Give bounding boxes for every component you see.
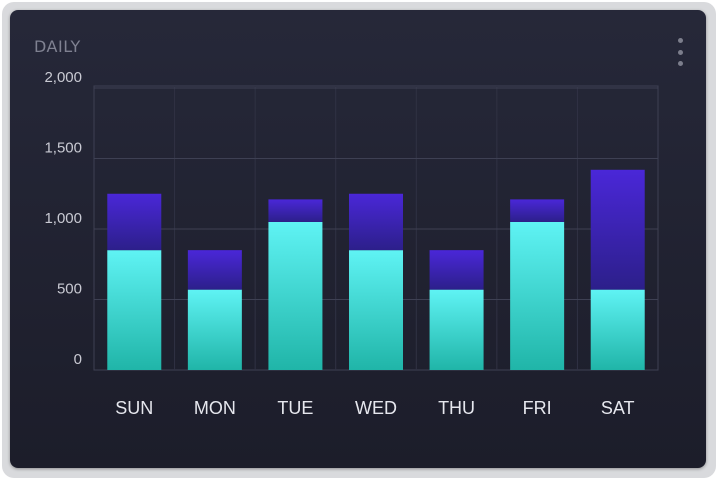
bar-top-sun <box>107 193 162 251</box>
y-tick-label: 0 <box>74 351 82 368</box>
x-tick-label-mon: MON <box>194 398 236 418</box>
bar-bottom-sat <box>590 289 645 370</box>
bar-bottom-fri <box>510 221 565 370</box>
daily-chart-card: DAILY 0 500 1,000 1,500 2,000 SUN MON TUE WED TH… <box>10 10 706 468</box>
x-axis-labels: SUN MON TUE WED THU FRI SAT <box>115 398 634 418</box>
x-tick-label-sat: SAT <box>601 398 635 418</box>
x-tick-label-fri: FRI <box>523 398 552 418</box>
x-tick-label-sun: SUN <box>115 398 153 418</box>
x-tick-label-tue: TUE <box>277 398 313 418</box>
bar-bottom-wed <box>349 250 403 370</box>
bar-bottom-mon <box>187 289 242 370</box>
y-axis-labels: 0 500 1,000 1,500 2,000 <box>44 69 82 368</box>
bar-bottom-thu <box>429 289 484 370</box>
bar-top-thu <box>429 250 484 290</box>
menu-dot <box>677 49 683 55</box>
card-title: DAILY <box>34 37 81 56</box>
bar-top-fri <box>510 199 565 222</box>
menu-dot <box>677 38 683 43</box>
bar-top-wed <box>349 193 403 251</box>
y-tick-label: 1,000 <box>44 210 82 227</box>
chart-bars <box>107 169 645 370</box>
bar-bottom-tue <box>268 221 323 370</box>
bar-bottom-sun <box>107 250 162 370</box>
more-vertical-icon[interactable] <box>674 38 686 66</box>
bar-top-tue <box>268 199 323 222</box>
x-tick-label-thu: THU <box>438 398 475 418</box>
bar-top-sat <box>590 169 645 290</box>
bar-top-mon <box>187 250 242 290</box>
y-tick-label: 2,000 <box>44 69 82 86</box>
x-tick-label-wed: WED <box>355 398 397 418</box>
stacked-bar-chart: 0 500 1,000 1,500 2,000 SUN MON TUE WED THU FRI SA… <box>44 69 659 418</box>
y-tick-label: 500 <box>57 281 82 298</box>
y-tick-label: 1,500 <box>44 140 82 157</box>
menu-dot <box>677 61 683 66</box>
